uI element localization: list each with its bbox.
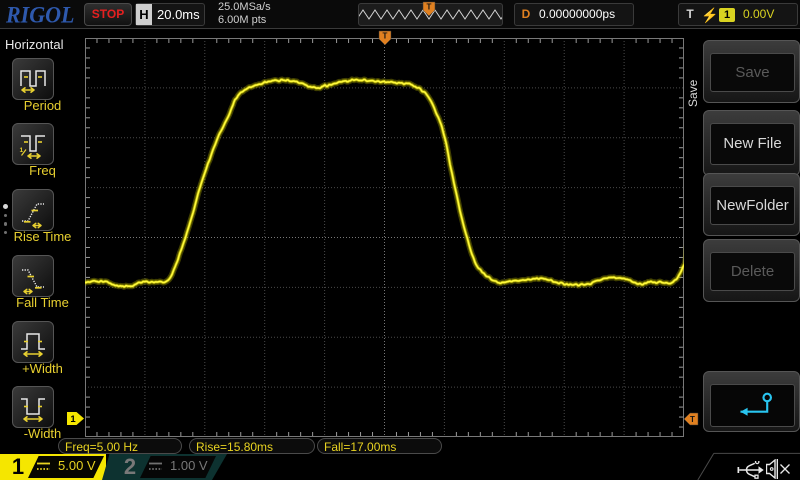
svg-text:T: T [427,3,432,12]
svg-text:T: T [383,32,388,41]
svg-text:T: T [690,415,695,424]
svg-text:1: 1 [70,414,76,425]
